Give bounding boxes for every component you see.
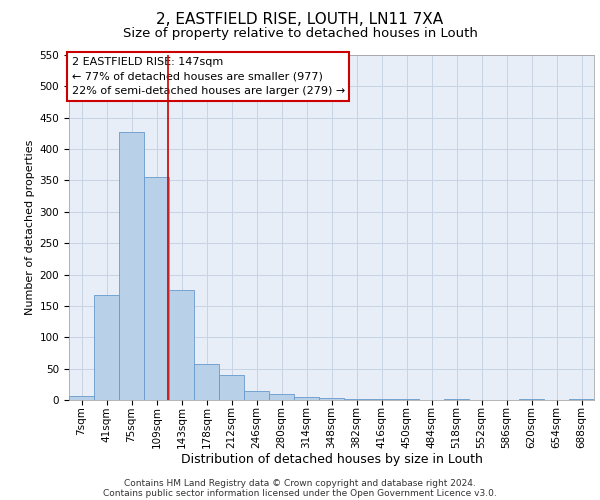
Bar <box>119 132 144 400</box>
Bar <box>319 398 344 400</box>
X-axis label: Distribution of detached houses by size in Louth: Distribution of detached houses by size … <box>181 452 482 466</box>
Y-axis label: Number of detached properties: Number of detached properties <box>25 140 35 315</box>
Bar <box>194 364 219 400</box>
Bar <box>244 390 269 400</box>
Bar <box>444 398 469 400</box>
Bar <box>269 394 294 400</box>
Bar <box>294 397 319 400</box>
Text: 2 EASTFIELD RISE: 147sqm
← 77% of detached houses are smaller (977)
22% of semi-: 2 EASTFIELD RISE: 147sqm ← 77% of detach… <box>71 56 345 96</box>
Text: Contains public sector information licensed under the Open Government Licence v3: Contains public sector information licen… <box>103 488 497 498</box>
Bar <box>569 398 594 400</box>
Bar <box>144 176 169 400</box>
Text: 2, EASTFIELD RISE, LOUTH, LN11 7XA: 2, EASTFIELD RISE, LOUTH, LN11 7XA <box>157 12 443 28</box>
Bar <box>94 294 119 400</box>
Text: Contains HM Land Registry data © Crown copyright and database right 2024.: Contains HM Land Registry data © Crown c… <box>124 478 476 488</box>
Bar <box>69 396 94 400</box>
Bar <box>219 375 244 400</box>
Bar <box>169 290 194 400</box>
Text: Size of property relative to detached houses in Louth: Size of property relative to detached ho… <box>122 28 478 40</box>
